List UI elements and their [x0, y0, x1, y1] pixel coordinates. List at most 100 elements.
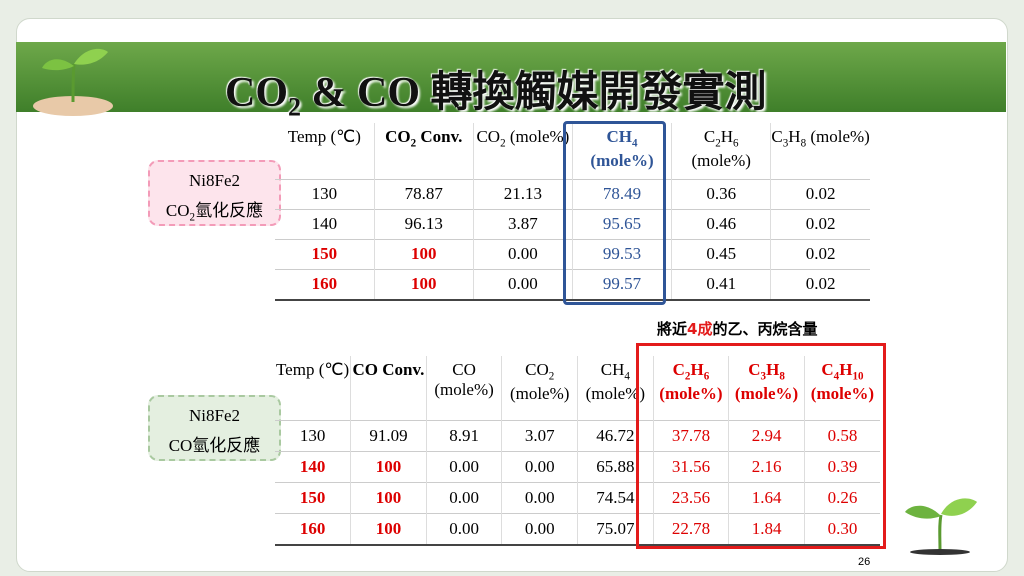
header-row: Temp (℃) CO Conv. CO (mole%) CO2 (mole%) CH4… — [275, 356, 880, 421]
header-cell: CH4 (mole%) — [577, 356, 654, 421]
label-line: CO氫化反應 — [168, 436, 261, 455]
table-cell: 3.87 — [472, 209, 573, 240]
table-cell: 0.00 — [425, 513, 502, 545]
table-cell: 95.65 — [571, 209, 672, 240]
table-cell: 100 — [350, 482, 427, 514]
header-cell: CO2 (mole%) — [472, 123, 573, 180]
header-cell: CO2 (mole%) — [501, 356, 578, 421]
header-cell: C3H8 (mole%) — [728, 356, 805, 421]
table-cell: 65.88 — [577, 451, 654, 483]
header-cell: CO (mole%) — [425, 356, 502, 421]
table-row: 130 78.87 21.13 78.49 0.36 0.02 — [275, 179, 870, 210]
header-cell: C3H8 (mole%) — [770, 123, 870, 180]
table-cell: 99.57 — [571, 269, 672, 300]
table-cell: 100 — [373, 239, 474, 270]
table-row: 160 100 0.00 99.57 0.41 0.02 — [275, 269, 870, 300]
table-row: 150 100 0.00 0.00 74.54 23.56 1.64 0.26 — [275, 482, 880, 514]
table-cell: 0.02 — [770, 209, 870, 240]
header-cell: CO2 Conv. — [373, 123, 474, 180]
header-cell: Temp (℃) — [287, 127, 361, 146]
data-table: Temp (℃) CO Conv. CO (mole%) CO2 (mole%) CH4… — [275, 356, 880, 546]
label-line: Ni8Fe2 — [189, 406, 240, 425]
table-cell: 160 — [311, 274, 338, 294]
table-cell: 99.53 — [571, 239, 672, 270]
table-cell: 8.91 — [425, 420, 502, 452]
table-cell: 0.39 — [803, 451, 880, 483]
header-cell: CH4 (mole%) — [571, 123, 672, 180]
reaction-label: Ni8Fe2 CO氫化反應 — [148, 395, 281, 461]
highlight-box — [563, 121, 666, 305]
header-cell: C4H10 (mole%) — [803, 356, 880, 421]
header-cell: CO Conv. — [350, 356, 427, 421]
annotation-text: 的乙、丙烷含量 — [712, 320, 818, 338]
header-cell: C2H6 (mole%) — [652, 356, 729, 421]
table-cell: 31.56 — [652, 451, 729, 483]
table-cell: 46.72 — [577, 420, 654, 452]
table-cell: 0.41 — [671, 269, 771, 300]
table-cell: 0.00 — [501, 513, 578, 545]
header-cell: Temp (℃) — [275, 360, 350, 379]
reaction-label: Ni8Fe2 CO2氫化反應 — [148, 160, 281, 226]
table-cell: 0.00 — [472, 239, 573, 270]
table-cell: 0.58 — [803, 420, 880, 452]
label-line: Ni8Fe2 — [189, 171, 240, 190]
annotation: 將近4成的乙、丙烷含量 — [657, 318, 817, 339]
table-cell: 130 — [299, 425, 326, 445]
table-cell: 130 — [311, 184, 338, 204]
table-row: 160 100 0.00 0.00 75.07 22.78 1.84 0.30 — [275, 513, 880, 545]
table-cell: 0.00 — [425, 482, 502, 514]
annotation-text: 將近 — [657, 320, 688, 338]
highlight-box — [636, 343, 886, 549]
table-cell: 0.46 — [671, 209, 771, 240]
annotation-highlight: 4成 — [687, 320, 713, 338]
table-cell: 0.00 — [472, 269, 573, 300]
table-row: 140 96.13 3.87 95.65 0.46 0.02 — [275, 209, 870, 240]
table-cell: 96.13 — [373, 209, 474, 240]
table-cell: 78.49 — [571, 179, 672, 210]
table-cell: 21.13 — [472, 179, 573, 210]
table-cell: 160 — [299, 518, 326, 538]
table-cell: 0.00 — [501, 482, 578, 514]
plant-icon — [33, 48, 113, 116]
table-row: 140 100 0.00 0.00 65.88 31.56 2.16 0.39 — [275, 451, 880, 483]
table-cell: 3.07 — [501, 420, 578, 452]
page-number: 26 — [858, 556, 871, 568]
table-cell: 0.00 — [425, 451, 502, 483]
table-cell: 0.00 — [501, 451, 578, 483]
table-cell: 100 — [350, 451, 427, 483]
table-cell: 22.78 — [652, 513, 729, 545]
table-cell: 78.87 — [373, 179, 474, 210]
slide-title: CO2 & CO 轉換觸媒開發實測 — [225, 70, 767, 122]
sprout-icon — [905, 498, 977, 555]
table-cell: 150 — [299, 487, 326, 507]
table-cell: 0.30 — [803, 513, 880, 545]
table-cell: 0.02 — [770, 179, 870, 210]
table-cell: 0.36 — [671, 179, 771, 210]
table-cell: 140 — [299, 456, 326, 476]
table-cell: 75.07 — [577, 513, 654, 545]
header-band — [16, 42, 1006, 112]
table-cell: 37.78 — [652, 420, 729, 452]
header-cell: C2H6 (mole%) — [671, 123, 771, 180]
header-row: Temp (℃) CO2 Conv. CO2 (mole%) CH4 (mole%) C… — [275, 123, 870, 180]
table-cell: 100 — [350, 513, 427, 545]
table-cell: 140 — [311, 214, 338, 234]
table-cell: 74.54 — [577, 482, 654, 514]
table-cell: 0.45 — [671, 239, 771, 270]
label-line: CO2氫化反應 — [165, 201, 264, 224]
table-cell: 0.02 — [770, 269, 870, 300]
table-row: 130 91.09 8.91 3.07 46.72 37.78 2.94 0.58 — [275, 420, 880, 452]
table-cell: 100 — [373, 269, 474, 300]
table-cell: 2.94 — [728, 420, 805, 452]
table-cell: 0.26 — [803, 482, 880, 514]
table-cell: 1.84 — [728, 513, 805, 545]
table-cell: 23.56 — [652, 482, 729, 514]
table-cell: 150 — [311, 244, 338, 264]
table-cell: 2.16 — [728, 451, 805, 483]
data-table: Temp (℃) CO2 Conv. CO2 (mole%) CH4 (mole%) C… — [275, 123, 870, 301]
table-cell: 1.64 — [728, 482, 805, 514]
table-row: 150 100 0.00 99.53 0.45 0.02 — [275, 239, 870, 270]
table-cell: 0.02 — [770, 239, 870, 270]
table-cell: 91.09 — [350, 420, 427, 452]
